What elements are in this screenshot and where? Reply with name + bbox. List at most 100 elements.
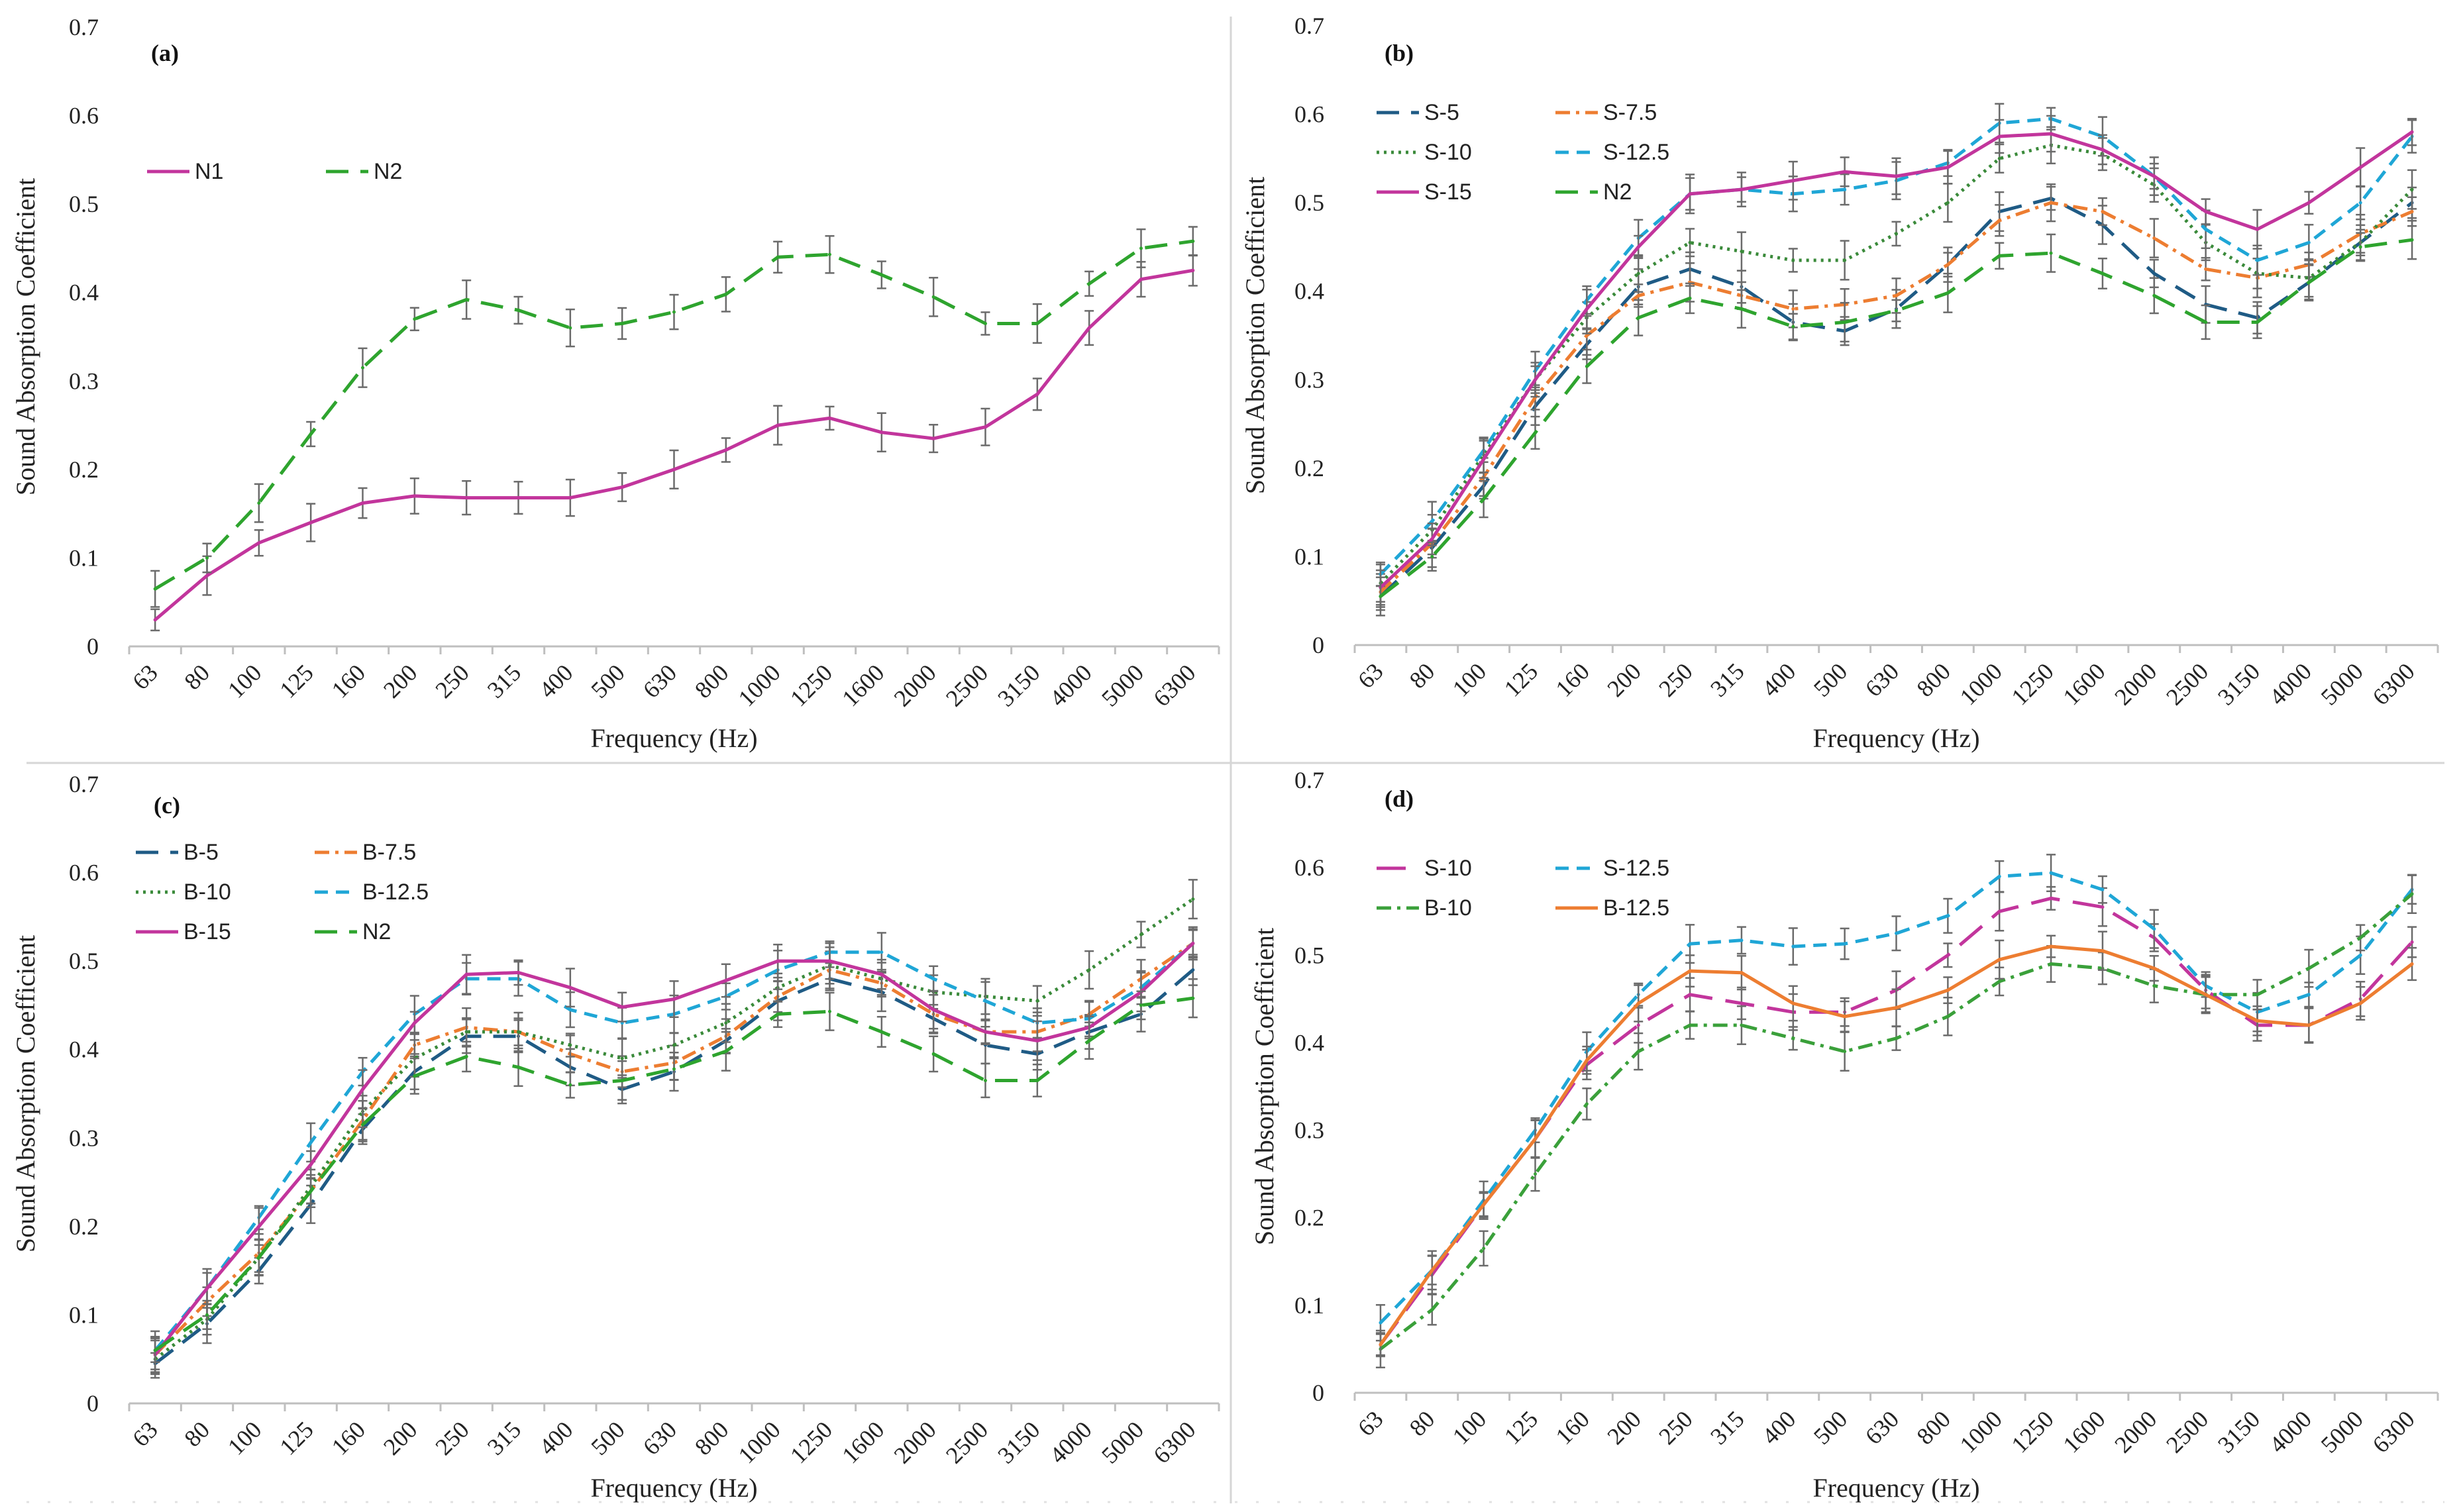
x-tick-label: 250 xyxy=(1653,1405,1697,1449)
data-point-S-7.5 xyxy=(2049,201,2053,205)
data-point-N1 xyxy=(1139,277,1143,281)
data-point-B-15 xyxy=(309,1162,313,1166)
data-point-B-12.5 xyxy=(1997,958,2001,962)
x-tick-label: 100 xyxy=(1447,1405,1491,1449)
data-point-N2 xyxy=(724,292,728,296)
data-point-B-10 xyxy=(724,1021,728,1025)
data-point-N2 xyxy=(413,1074,417,1078)
data-point-N2 xyxy=(153,1348,157,1352)
data-point-N2 xyxy=(776,255,780,259)
data-point-N1 xyxy=(724,448,728,452)
x-tick-label: 630 xyxy=(638,1416,682,1460)
x-tick-label: 80 xyxy=(179,659,215,695)
x-tick-label: 3150 xyxy=(992,659,1045,711)
data-point-S-12.5 xyxy=(2101,887,2105,891)
x-tick-label: 1600 xyxy=(837,1416,889,1468)
data-point-N2 xyxy=(205,556,209,560)
x-tick-label: 6300 xyxy=(1148,659,1200,711)
y-tick-label: 0.4 xyxy=(69,279,99,306)
data-point-B-10 xyxy=(1430,1307,1434,1311)
x-tick-label: 5000 xyxy=(2316,1405,2368,1458)
data-point-N2 xyxy=(361,366,364,370)
x-tick-label: 125 xyxy=(1499,1405,1543,1449)
x-tick-label: 1250 xyxy=(785,1416,837,1468)
x-tick-label: 5000 xyxy=(1096,659,1149,711)
data-point-B-15 xyxy=(880,972,884,976)
data-point-S-7.5 xyxy=(2410,210,2414,213)
series-N1 xyxy=(150,254,1198,632)
data-point-B-15 xyxy=(984,1030,987,1034)
data-point-S-15 xyxy=(1895,174,1898,178)
data-point-S-10 xyxy=(1997,909,2001,913)
data-point-B-12.5 xyxy=(2049,944,2053,948)
data-point-N2 xyxy=(2307,280,2311,284)
x-axis-title: Frequency (Hz) xyxy=(1812,1473,1979,1503)
data-point-S-10 xyxy=(2410,940,2414,944)
data-point-N2 xyxy=(672,310,676,314)
x-tick-label: 3150 xyxy=(2213,658,2265,710)
data-point-S-10 xyxy=(1740,1001,1744,1005)
x-tick-label: 160 xyxy=(1551,1405,1595,1449)
data-point-B-12.5 xyxy=(1430,1268,1434,1272)
x-tick-label: 4000 xyxy=(2264,1405,2317,1458)
series-B-10 xyxy=(150,879,1198,1379)
legend-item-S-12.5: S-12.5 xyxy=(1555,856,1669,881)
data-point-S-15 xyxy=(2410,130,2414,134)
x-tick-label: 4000 xyxy=(1045,1416,1097,1468)
legend-label: S-12.5 xyxy=(1603,856,1669,881)
x-tick-label: 3150 xyxy=(992,1416,1045,1468)
data-point-B-10 xyxy=(1791,1036,1795,1040)
panel-label: (b) xyxy=(1385,40,1414,66)
y-tick-label: 0.7 xyxy=(1294,13,1324,39)
y-tick-label: 0.5 xyxy=(1294,189,1324,216)
data-point-S-15 xyxy=(1482,458,1486,461)
legend-label: S-10 xyxy=(1424,140,1472,165)
data-point-S-15 xyxy=(2101,148,2105,152)
data-point-N2 xyxy=(1585,364,1589,368)
panel-label: (c) xyxy=(154,792,180,819)
chart-panel-2: 00.10.20.30.40.50.60.763 80 100 125 160 200 25… xyxy=(11,771,1220,1503)
data-point-N2 xyxy=(776,1012,780,1016)
x-tick-label: 1600 xyxy=(2058,658,2110,710)
data-point-B-15 xyxy=(464,972,468,976)
data-point-S-12.5 xyxy=(2152,927,2156,931)
data-point-B-10 xyxy=(1482,1246,1486,1250)
y-axis-title: Sound Absorption Coefficient xyxy=(1240,177,1270,494)
data-point-S-7.5 xyxy=(1895,293,1898,297)
x-tick-label: 6300 xyxy=(2368,658,2420,710)
data-point-S-15 xyxy=(2358,166,2362,170)
data-point-N1 xyxy=(413,494,417,498)
y-tick-label: 0.1 xyxy=(1294,543,1324,570)
data-point-S-10 xyxy=(1895,232,1898,236)
x-tick-label: 160 xyxy=(327,1416,370,1460)
data-point-N1 xyxy=(776,423,780,427)
data-point-S-15 xyxy=(1534,378,1537,381)
data-point-B-10 xyxy=(1636,1050,1640,1054)
legend-label: B-7.5 xyxy=(362,840,416,865)
data-point-B-15 xyxy=(776,959,780,963)
x-tick-label: 1000 xyxy=(1955,658,2007,710)
data-point-S-10 xyxy=(2049,896,2053,900)
data-point-N2 xyxy=(1740,307,1744,311)
data-point-S-12.5 xyxy=(2204,227,2208,231)
x-tick-label: 2500 xyxy=(2161,1405,2213,1458)
data-point-B-12.5 xyxy=(1636,1001,1640,1005)
x-tick-label: 400 xyxy=(534,659,578,703)
y-tick-label: 0.6 xyxy=(1294,101,1324,128)
data-point-N2 xyxy=(517,1065,520,1069)
x-tick-label: 100 xyxy=(223,1416,266,1460)
legend-item-S-10: S-10 xyxy=(1377,140,1472,165)
x-tick-label: 630 xyxy=(1860,658,1904,701)
data-point-N1 xyxy=(257,541,261,545)
data-point-N2 xyxy=(984,1078,987,1082)
x-tick-label: 630 xyxy=(638,659,682,703)
data-point-N2 xyxy=(880,273,884,277)
series-line-S-12.5 xyxy=(1379,871,2414,1325)
data-point-S-12.5 xyxy=(1997,874,2001,878)
data-point-N1 xyxy=(1087,326,1091,330)
data-point-B-12.5 xyxy=(1791,1001,1795,1005)
legend-item-N2: N2 xyxy=(315,919,391,944)
series-S-15 xyxy=(1375,115,2417,606)
data-point-S-15 xyxy=(1740,187,1744,191)
